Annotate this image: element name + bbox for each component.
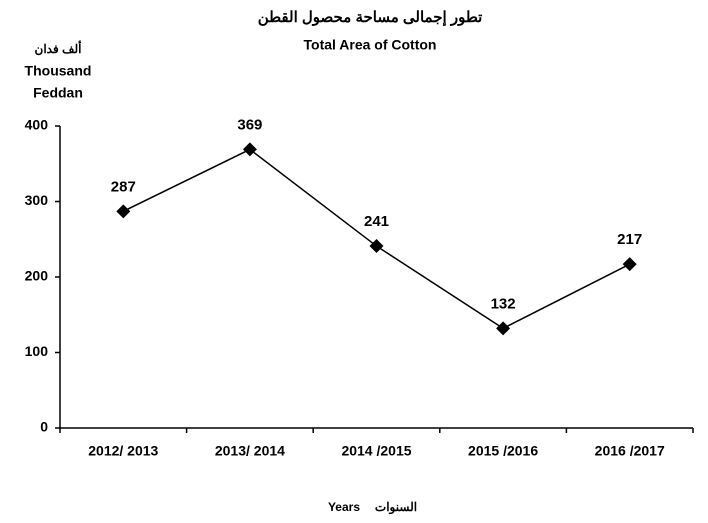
marker <box>496 321 511 336</box>
marker <box>242 142 257 157</box>
marker <box>369 239 384 254</box>
x-axis-label: السنوات <box>375 500 417 515</box>
x-tick-label: 2012/ 2013 <box>88 443 158 459</box>
y-tick-label: 100 <box>25 343 49 359</box>
data-label: 287 <box>111 178 136 195</box>
y-axis-label: Thousand <box>25 63 92 79</box>
x-tick-label: 2015 /2016 <box>468 443 538 459</box>
y-tick-label: 400 <box>25 117 49 133</box>
x-tick-label: 2014 /2015 <box>341 443 411 459</box>
line <box>122 148 631 330</box>
data-label: 132 <box>491 295 516 312</box>
x-tick-label: 2013/ 2014 <box>215 443 285 459</box>
y-axis-label: Feddan <box>33 85 83 101</box>
chart-subtitle: Total Area of Cotton <box>304 37 437 53</box>
x-tick-label: 2016 /2017 <box>595 443 665 459</box>
marker <box>116 204 131 219</box>
chart-title: تطور إجمالى مساحة محصول القطن <box>258 9 483 26</box>
y-tick-label: 300 <box>25 192 49 208</box>
data-label: 241 <box>364 213 389 230</box>
marker <box>622 257 637 272</box>
y-axis-label: ألف فدان <box>35 41 82 56</box>
x-axis-label: Years <box>328 500 360 514</box>
y-tick-label: 0 <box>40 419 48 435</box>
y-tick-label: 200 <box>25 268 49 284</box>
data-label: 369 <box>237 116 262 133</box>
data-label: 217 <box>617 231 642 248</box>
